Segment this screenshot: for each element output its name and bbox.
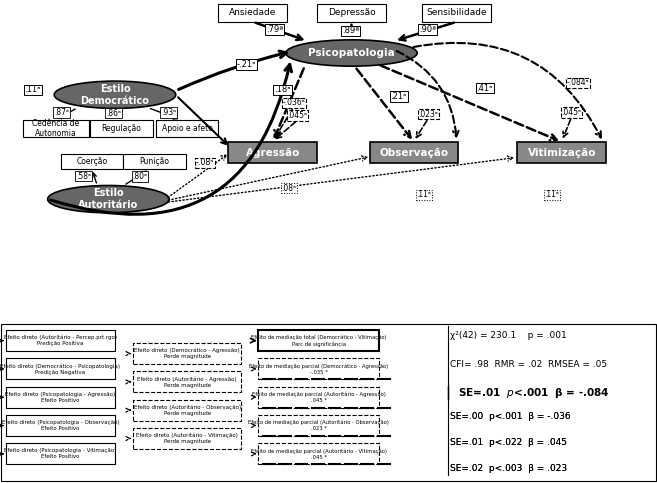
FancyBboxPatch shape [6,358,114,380]
FancyBboxPatch shape [6,330,114,351]
Text: Efeito direto (Democrático - Agressão)
Perde magnitude: Efeito direto (Democrático - Agressão) P… [135,348,240,359]
FancyBboxPatch shape [6,415,114,436]
FancyBboxPatch shape [1,325,656,482]
FancyBboxPatch shape [228,142,317,163]
Text: .90ª: .90ª [419,25,436,34]
Text: Efeito direto (Psicopatologia - Observação)
Efeito Positivo: Efeito direto (Psicopatologia - Observaç… [1,420,120,431]
Text: .80ᵃ: .80ᵃ [133,172,147,181]
FancyBboxPatch shape [369,142,458,163]
Text: χ²(42) = 230.1    p = .001: χ²(42) = 230.1 p = .001 [450,331,567,340]
Text: .045ᵃ: .045ᵃ [562,108,581,117]
Text: .045ᵃ: .045ᵃ [288,111,307,120]
Text: Sensibilidade: Sensibilidade [426,8,487,17]
Text: |: | [445,386,450,400]
FancyBboxPatch shape [133,399,241,421]
Text: .86ᵃ: .86ᵃ [106,109,121,117]
FancyBboxPatch shape [258,387,379,408]
Text: Efeito direto (Autoritário - Vitimação)
Perde magnitude: Efeito direto (Autoritário - Vitimação) … [136,433,238,444]
Text: Estilo
Autoritário: Estilo Autoritário [78,188,139,210]
Text: .21ᵃ: .21ᵃ [390,92,407,101]
Text: .58ᵃ: .58ᵃ [76,171,91,181]
Text: SE=.00  p<.001  β = -.036: SE=.00 p<.001 β = -.036 [450,412,571,421]
FancyBboxPatch shape [133,343,241,364]
Text: Efeito de mediação parcial (Autoritário - Vitimação)
.045 *: Efeito de mediação parcial (Autoritário … [250,448,387,459]
Text: SE=.01  $p$<.001  β = -.084: SE=.01 $p$<.001 β = -.084 [458,386,610,400]
Text: Estilo
Democrático: Estilo Democrático [81,84,149,106]
Text: SE=.00  p<.001  β = -.036: SE=.00 p<.001 β = -.036 [450,412,571,421]
Ellipse shape [286,40,417,66]
Text: -.08ᵃ: -.08ᵃ [196,158,214,167]
Text: Agressão: Agressão [246,148,300,157]
Text: Coerção: Coerção [76,157,108,166]
Text: CFI= .98  RMR = .02  RMSEA = .05: CFI= .98 RMR = .02 RMSEA = .05 [450,360,607,369]
FancyBboxPatch shape [258,415,379,436]
FancyBboxPatch shape [133,371,241,392]
FancyBboxPatch shape [156,120,218,137]
Text: Regulação: Regulação [102,124,141,133]
FancyBboxPatch shape [6,387,114,408]
FancyBboxPatch shape [6,443,114,464]
Text: Punição: Punição [139,157,170,166]
Text: Efeito direto (Psicopatologia - Agressão)
Efeito Positivo: Efeito direto (Psicopatologia - Agressão… [5,392,116,403]
Text: .79ª: .79ª [266,25,283,34]
FancyBboxPatch shape [317,4,386,22]
Text: Vitimização: Vitimização [528,148,596,157]
Text: Observação: Observação [379,148,449,157]
Text: .023ᵃ: .023ᵃ [419,110,438,118]
Text: Efeito direto (Autoritário - Observação)
Perde magnitude: Efeito direto (Autoritário - Observação)… [133,405,241,416]
Text: .11ᵃ: .11ᵃ [417,190,431,199]
FancyBboxPatch shape [61,154,124,169]
FancyBboxPatch shape [517,142,606,163]
Text: .08ᵃ: .08ᵃ [282,184,296,193]
Text: Efeito direto (Autoritário - Agressão)
Perde magnitude: Efeito direto (Autoritário - Agressão) P… [137,376,237,387]
Text: Psicopatologia: Psicopatologia [308,48,395,58]
Text: SE=.02  p<.003  β = .023: SE=.02 p<.003 β = .023 [450,464,567,472]
Text: SE=.01  p<.022  β = .045: SE=.01 p<.022 β = .045 [450,438,567,447]
FancyBboxPatch shape [124,154,185,169]
FancyBboxPatch shape [422,4,491,22]
Text: .18ᵃ: .18ᵃ [274,85,291,95]
Text: Efeito de mediação parcial (Democrático - Agressão)
-.035 *: Efeito de mediação parcial (Democrático … [249,363,388,375]
Text: -.084ᵃ: -.084ᵃ [567,78,589,87]
Text: Apoio e afeto: Apoio e afeto [162,124,213,133]
Text: -.21ᵃ: -.21ᵃ [237,60,256,69]
Text: Efeito de mediação parcial (Autoritário - Agressão)
.045 *: Efeito de mediação parcial (Autoritário … [252,392,386,403]
FancyBboxPatch shape [23,120,89,137]
Text: .11ᵃ: .11ᵃ [24,85,41,95]
Text: Efeito direto (Autoritário - Percep.prt.rgo)
Predição Positiva: Efeito direto (Autoritário - Percep.prt.… [4,335,117,346]
Text: Efeito de mediação parcial (Autoritário - Observação)
.023 *: Efeito de mediação parcial (Autoritário … [248,420,389,431]
FancyBboxPatch shape [258,443,379,464]
Text: .11ᵃ: .11ᵃ [545,190,559,199]
Text: .41ᵃ: .41ᵃ [476,84,493,93]
Text: Efeito de mediação total (Democrático - Vitimação)
Parc de significância: Efeito de mediação total (Democrático - … [251,335,386,347]
FancyBboxPatch shape [133,428,241,449]
Text: SE=.01  p<.022  β = .045: SE=.01 p<.022 β = .045 [450,438,567,447]
Text: -.036ᵃ: -.036ᵃ [283,98,305,107]
Text: Cedência de
Autonomia: Cedência de Autonomia [32,119,79,138]
Ellipse shape [47,185,170,213]
FancyBboxPatch shape [91,120,152,137]
FancyBboxPatch shape [258,330,379,351]
Text: .93ᵃ: .93ᵃ [160,108,176,117]
Text: Efeito direto (Psicopatologia - Vitimação)
Efeito Positivo: Efeito direto (Psicopatologia - Vitimaçã… [4,449,117,459]
FancyBboxPatch shape [218,4,288,22]
Text: SE=.02  p<.003  β = .023: SE=.02 p<.003 β = .023 [450,464,567,472]
FancyBboxPatch shape [258,358,379,380]
Text: Efeito direto (Democrático - Psicopatologia)
Predição Negativa: Efeito direto (Democrático - Psicopatolo… [1,363,120,375]
Text: .89ª: .89ª [342,27,359,35]
Text: Ansiedade: Ansiedade [229,8,277,17]
Ellipse shape [54,81,176,108]
Text: Depressão: Depressão [328,8,375,17]
Text: .87ᵃ: .87ᵃ [55,108,69,117]
